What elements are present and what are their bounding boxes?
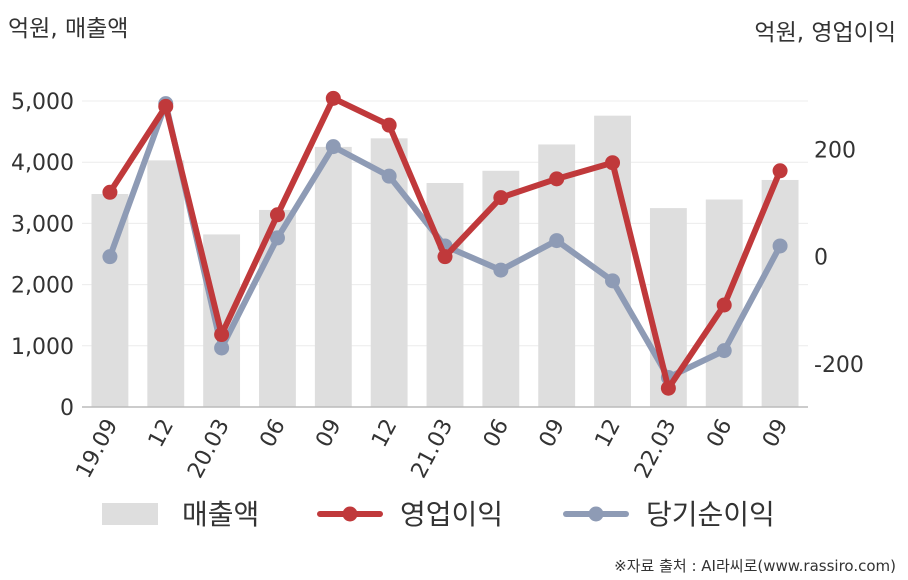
x-tick-label: 09 xyxy=(758,415,793,451)
x-tick-label: 06 xyxy=(702,415,737,451)
legend-swatch-sales xyxy=(102,503,158,525)
bar-sales xyxy=(314,146,352,407)
x-tick-label: 06 xyxy=(479,415,514,451)
x-tick-label: 12 xyxy=(367,415,402,451)
bar-sales xyxy=(538,144,576,407)
legend-label-operating-profit: 영업이익 xyxy=(400,498,503,531)
point-operating-profit xyxy=(269,207,285,223)
legend-label-net-income: 당기순이익 xyxy=(646,498,775,531)
left-tick-label: 0 xyxy=(60,396,74,421)
point-operating-profit xyxy=(325,90,341,106)
right-tick-label: 0 xyxy=(814,246,828,271)
point-operating-profit xyxy=(549,171,565,187)
point-net-income xyxy=(102,249,118,265)
x-axis-ticks: 19.09 12 20.03 06 09 12 21.03 06 09 12 22.03 06 09 xyxy=(72,415,794,482)
x-tick-label: 21.03 xyxy=(407,415,459,482)
bar-sales xyxy=(482,170,520,407)
point-operating-profit xyxy=(716,297,732,313)
left-axis-ticks: 0 1,000 2,000 3,000 4,000 5,000 xyxy=(11,90,74,421)
left-tick-label: 2,000 xyxy=(11,274,74,299)
x-tick-label: 12 xyxy=(144,415,179,451)
point-operating-profit xyxy=(605,155,621,171)
point-net-income xyxy=(605,273,621,289)
bar-sales xyxy=(761,179,799,407)
legend-marker-net-income xyxy=(588,506,604,522)
x-tick-label: 22.03 xyxy=(630,415,682,482)
point-net-income xyxy=(772,238,788,254)
legend: 매출액 영업이익 당기순이익 xyxy=(102,498,775,531)
x-tick-label: 12 xyxy=(591,415,626,451)
point-operating-profit xyxy=(381,117,397,133)
point-net-income xyxy=(381,168,397,184)
point-operating-profit xyxy=(437,249,453,265)
left-axis-unit: 억원, 매출액 xyxy=(8,16,128,42)
left-tick-label: 4,000 xyxy=(11,151,74,176)
legend-label-sales: 매출액 xyxy=(182,498,259,531)
x-tick-label: 06 xyxy=(256,415,291,451)
bar-sales xyxy=(147,160,185,407)
point-operating-profit xyxy=(772,163,788,179)
right-axis-unit: 억원, 영업이익 xyxy=(754,20,896,46)
point-operating-profit xyxy=(493,190,509,206)
point-operating-profit xyxy=(214,327,230,343)
point-operating-profit xyxy=(660,380,676,396)
x-tick-label: 09 xyxy=(311,415,346,451)
x-tick-label: 09 xyxy=(535,415,570,451)
point-net-income xyxy=(493,262,509,278)
line-series xyxy=(102,90,788,396)
point-net-income xyxy=(325,139,341,155)
x-tick-label: 20.03 xyxy=(183,415,235,482)
left-tick-label: 5,000 xyxy=(11,90,74,115)
legend-marker-operating-profit xyxy=(342,506,358,522)
source-note: ※자료 출처 : AI라씨로(www.rassiro.com) xyxy=(614,557,896,575)
point-net-income xyxy=(549,233,565,249)
left-tick-label: 3,000 xyxy=(11,212,74,237)
bar-sales xyxy=(426,183,464,407)
point-net-income xyxy=(214,340,230,356)
right-tick-label: -200 xyxy=(814,353,864,378)
point-operating-profit xyxy=(158,98,174,114)
x-tick-label: 19.09 xyxy=(72,415,124,482)
point-operating-profit xyxy=(102,184,118,200)
right-tick-label: 200 xyxy=(814,138,856,163)
point-net-income xyxy=(716,343,732,359)
right-axis-ticks: -200 0 200 xyxy=(814,138,864,378)
left-tick-label: 1,000 xyxy=(11,335,74,360)
point-net-income xyxy=(269,230,285,246)
